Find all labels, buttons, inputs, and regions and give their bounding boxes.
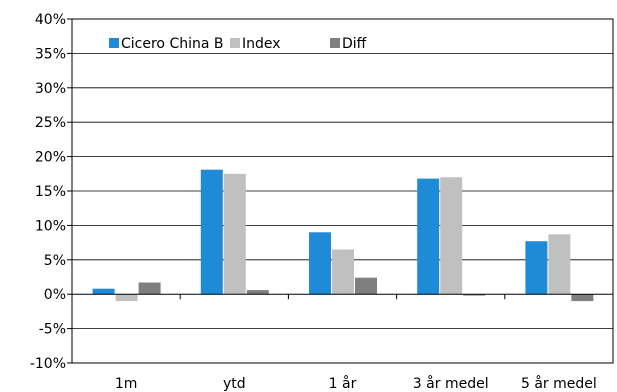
- bar: [332, 249, 354, 295]
- x-tick-label: 3 år medel: [413, 375, 489, 392]
- bar: [246, 290, 269, 295]
- legend-label: Diff: [342, 36, 367, 52]
- y-tick-label: 0%: [44, 287, 66, 303]
- bar: [309, 232, 331, 295]
- gridlines: [67, 18, 613, 364]
- bar: [223, 173, 246, 295]
- y-tick-label: 10%: [35, 218, 66, 234]
- y-tick-label: 30%: [35, 81, 66, 97]
- bar: [463, 294, 486, 296]
- legend-swatch: [330, 38, 340, 48]
- bar: [92, 288, 115, 295]
- y-tick-label: 25%: [35, 115, 66, 131]
- bar: [417, 178, 440, 295]
- x-axis-tick-labels: 1m ytd 1 år 3 år medel 5 år medel: [115, 375, 597, 392]
- y-axis-tick-labels: -10% -5% 0% 5% 10% 15% 20% 25% 30% 35% 40%: [30, 12, 66, 372]
- bar: [115, 294, 138, 302]
- y-tick-label: -5%: [39, 322, 66, 338]
- bar: [200, 169, 223, 295]
- x-tick-label: 1 år: [329, 375, 357, 392]
- bar: [571, 294, 594, 302]
- bars: [92, 169, 594, 302]
- x-tick-label: 1m: [115, 376, 138, 392]
- y-tick-label: 35%: [35, 46, 66, 62]
- bar: [548, 234, 571, 295]
- x-tick-label: ytd: [223, 376, 246, 392]
- legend-label: Index: [242, 36, 281, 52]
- bar: [355, 277, 377, 295]
- axes: [71, 293, 614, 300]
- legend-swatch: [230, 38, 240, 48]
- bar: [138, 282, 161, 295]
- y-tick-label: 15%: [35, 184, 66, 200]
- x-tick-label: 5 år medel: [521, 375, 597, 392]
- y-tick-label: 20%: [35, 150, 66, 166]
- y-tick-label: 5%: [44, 253, 66, 269]
- legend: Cicero China B Index Diff: [109, 36, 367, 52]
- y-tick-label: -10%: [30, 356, 66, 372]
- bar: [525, 241, 548, 295]
- legend-swatch: [109, 38, 119, 48]
- y-tick-label: 40%: [35, 12, 66, 28]
- legend-label: Cicero China B: [121, 36, 223, 52]
- bar: [440, 177, 463, 295]
